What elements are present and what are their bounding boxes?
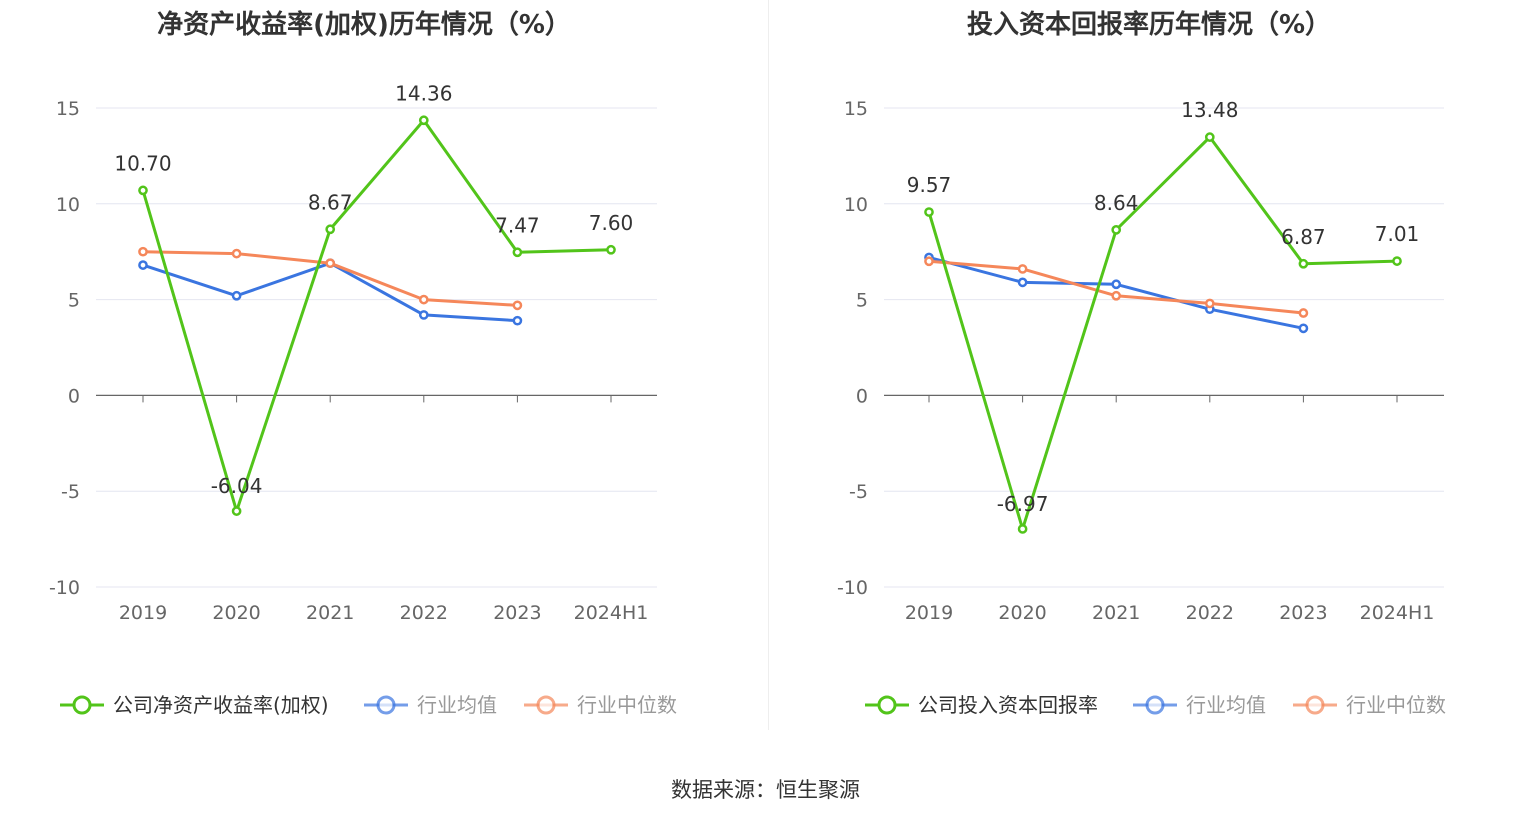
roic-company-point <box>1392 256 1402 266</box>
roe-company-point <box>606 244 616 255</box>
roe-company-point <box>418 115 429 126</box>
roe-y-tick-label: 0 <box>68 385 80 407</box>
roe-x-tick-label: 2023 <box>493 602 541 624</box>
roe-y-tick-label: -10 <box>49 577 80 599</box>
roe-data-label: 7.60 <box>589 211 634 235</box>
roe-x-tick-label: 2021 <box>306 602 354 624</box>
roe-data-label: 10.70 <box>114 151 171 175</box>
roic-company-point <box>924 207 934 217</box>
roe-legend-company[interactable]: 公司净资产收益率(加权) <box>60 693 329 717</box>
roic-median-point <box>1017 264 1028 274</box>
roic-data-label: 9.57 <box>907 173 952 197</box>
roe-company-point <box>231 506 242 516</box>
roe-avg-point <box>418 310 429 320</box>
roic-x-tick-label: 2024H1 <box>1360 602 1435 624</box>
roic-legend-median-marker-icon <box>1305 695 1325 715</box>
roe-data-label: 14.36 <box>395 81 452 105</box>
roic-company-point <box>1111 225 1122 235</box>
roic-median-point <box>924 256 934 267</box>
roe-avg-point <box>512 315 523 326</box>
roic-x-tick-label: 2020 <box>998 602 1046 624</box>
roe-data-label: -6.04 <box>211 474 263 498</box>
roic-avg-point <box>1298 323 1309 334</box>
roic-x-tick-label: 2023 <box>1279 602 1327 624</box>
roe-y-tick-label: -5 <box>61 481 80 503</box>
chart-divider <box>768 0 769 730</box>
roe-avg-point <box>138 260 148 270</box>
roe-legend-median-label: 行业中位数 <box>577 693 677 717</box>
roic-legend-company-marker-icon <box>877 695 897 715</box>
roic-y-tick-label: 5 <box>856 290 868 312</box>
roic-data-label: 13.48 <box>1181 98 1238 122</box>
roe-legend-avg-marker-icon <box>376 695 396 715</box>
roic-y-tick-label: 10 <box>844 194 868 216</box>
roe-legend-company-label: 公司净资产收益率(加权) <box>113 693 329 717</box>
roe-chart: 净资产收益率(加权)历年情况（%） 15 10 5 0 -5 -10 2019 2020 2021… <box>49 9 677 717</box>
roic-company-point <box>1204 132 1215 142</box>
roic-legend-company-label: 公司投入资本回报率 <box>918 693 1098 717</box>
roic-data-label: 6.87 <box>1281 225 1326 249</box>
roe-median-point <box>512 300 523 311</box>
roe-avg-point <box>231 290 242 301</box>
roic-y-tick-label: -10 <box>837 577 868 599</box>
roe-data-label: 8.67 <box>308 190 353 214</box>
roic-legend-avg-label: 行业均值 <box>1186 693 1266 717</box>
roe-median-point <box>138 246 148 257</box>
roic-chart: 投入资本回报率历年情况（%） 15 10 5 0 -5 -10 2019 2020 2021 202… <box>837 9 1446 717</box>
roe-legend-company-marker-icon <box>72 695 92 715</box>
roe-company-point <box>138 185 148 196</box>
roic-legend-avg[interactable]: 行业均值 <box>1133 693 1266 717</box>
roe-x-tick-label: 2020 <box>212 602 260 624</box>
roic-x-tick-label: 2019 <box>905 602 953 624</box>
roe-legend-avg[interactable]: 行业均值 <box>364 693 497 717</box>
roic-median-point <box>1298 308 1309 318</box>
roic-company-line <box>927 135 1398 531</box>
roic-legend-avg-marker-icon <box>1145 695 1165 715</box>
roe-company-point <box>512 247 523 258</box>
roe-legend-median-marker-icon <box>536 695 556 715</box>
roe-y-tick-label: 10 <box>56 194 80 216</box>
roic-avg-point <box>1017 277 1028 288</box>
roic-chart-title: 投入资本回报率历年情况（%） <box>967 9 1331 40</box>
roe-median-point <box>325 258 336 269</box>
roic-data-label: -6.97 <box>997 492 1049 516</box>
roic-company-point <box>1017 524 1028 534</box>
roic-data-label: 8.64 <box>1094 191 1139 215</box>
roic-x-tick-label: 2021 <box>1092 602 1140 624</box>
roe-x-tick-label: 2024H1 <box>574 602 649 624</box>
roic-y-tick-label: 0 <box>856 385 868 407</box>
data-source: 数据来源：恒生聚源 <box>671 778 860 802</box>
roic-legend-median[interactable]: 行业中位数 <box>1293 693 1446 717</box>
roe-company-line <box>141 118 612 513</box>
roe-legend-median[interactable]: 行业中位数 <box>524 693 677 717</box>
roic-y-tick-label: 15 <box>844 98 868 120</box>
roe-avg-line <box>142 261 518 323</box>
roe-x-tick-label: 2019 <box>119 602 167 624</box>
roic-legend-median-label: 行业中位数 <box>1346 693 1446 717</box>
roic-legend-company[interactable]: 公司投入资本回报率 <box>865 693 1098 717</box>
roic-median-point <box>1204 298 1215 309</box>
roe-x-tick-label: 2022 <box>400 602 448 624</box>
roe-data-label: 7.47 <box>495 213 540 237</box>
roe-median-point <box>418 294 429 305</box>
roic-company-point <box>1298 258 1309 269</box>
roe-median-point <box>231 248 242 259</box>
roic-y-tick-label: -5 <box>849 481 868 503</box>
roic-data-label: 7.01 <box>1375 222 1420 246</box>
roe-company-point <box>325 224 336 235</box>
roe-legend-avg-label: 行业均值 <box>417 693 497 717</box>
roic-x-tick-label: 2022 <box>1186 602 1234 624</box>
roe-y-tick-label: 5 <box>68 290 80 312</box>
roe-chart-title: 净资产收益率(加权)历年情况（%） <box>157 9 571 40</box>
roe-y-tick-label: 15 <box>56 98 80 120</box>
roic-avg-point <box>1111 279 1122 290</box>
roic-median-point <box>1111 290 1122 301</box>
